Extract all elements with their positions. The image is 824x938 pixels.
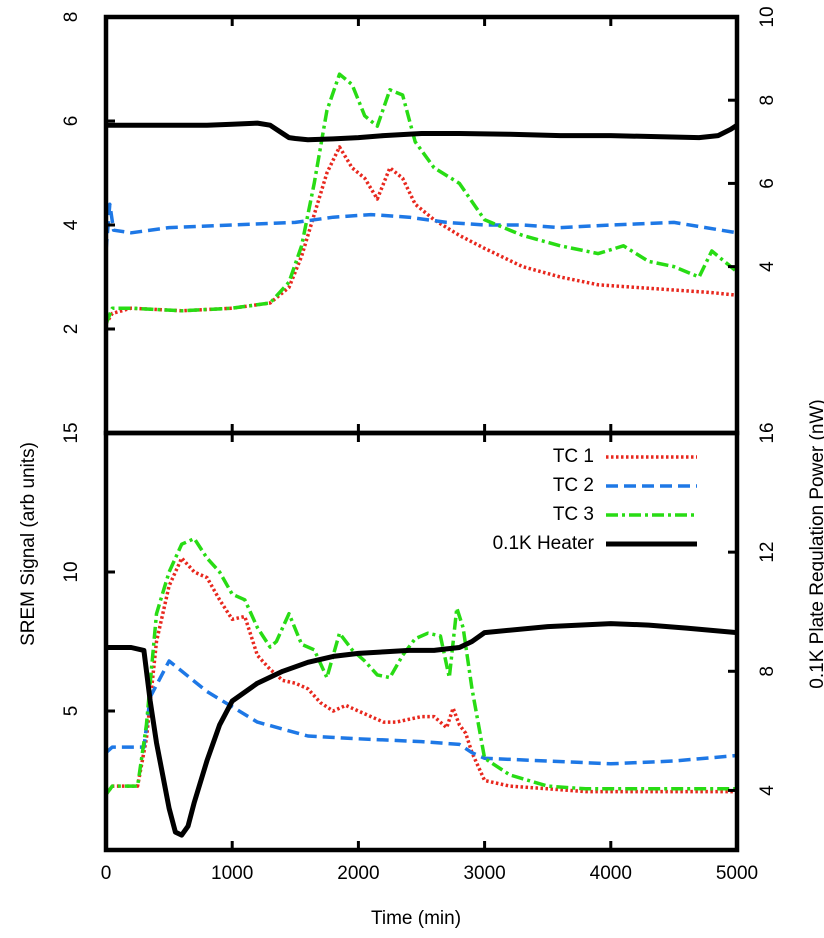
top-right-tick-label: 6 bbox=[757, 178, 778, 189]
legend-label: TC 1 bbox=[553, 446, 594, 467]
top-series-tc-1 bbox=[106, 145, 737, 325]
bottom-right-tick-label: 8 bbox=[757, 666, 778, 677]
top-right-tick-label: 10 bbox=[757, 6, 778, 27]
bottom-panel: 5 10 15 4 8 12 16 bbox=[61, 422, 778, 853]
bottom-right-tick-label: 4 bbox=[757, 785, 778, 796]
left-axis-title: SREM Signal (arb units) bbox=[18, 442, 39, 646]
bottom-left-tick-label: 15 bbox=[61, 422, 82, 443]
x-tick-label: 4000 bbox=[590, 863, 632, 884]
bottom-left-tick-label: 10 bbox=[61, 561, 82, 582]
bottom-left-tick-label: 5 bbox=[61, 706, 82, 717]
x-tick-label: 1000 bbox=[211, 863, 253, 884]
bottom-series-tc-1 bbox=[106, 556, 737, 796]
x-tick-label: 5000 bbox=[716, 863, 758, 884]
x-axis: 0 1000 2000 3000 4000 5000 bbox=[101, 863, 758, 884]
right-axis-title: 0.1K Plate Regulation Power (nW) bbox=[807, 399, 824, 688]
bottom-series-tc-2 bbox=[106, 659, 737, 766]
x-tick-label: 0 bbox=[101, 863, 112, 884]
x-tick-label: 2000 bbox=[337, 863, 379, 884]
x-axis-title: Time (min) bbox=[371, 908, 461, 929]
top-left-tick-label: 6 bbox=[61, 116, 82, 127]
legend: TC 1 TC 2 TC 3 0.1K Heater bbox=[493, 446, 697, 554]
top-series-0-1k-heater bbox=[106, 120, 737, 143]
legend-label: TC 3 bbox=[553, 504, 594, 525]
top-right-tick-label: 4 bbox=[757, 261, 778, 272]
top-series-group bbox=[106, 72, 737, 325]
top-panel: 2 4 6 8 4 6 8 10 bbox=[61, 6, 778, 436]
top-left-tick-label: 2 bbox=[61, 324, 82, 335]
bottom-series-group bbox=[106, 536, 737, 838]
top-series-tc-3 bbox=[106, 72, 737, 325]
top-left-tick-label: 8 bbox=[61, 12, 82, 23]
top-right-tick-label: 8 bbox=[757, 95, 778, 106]
bottom-frame bbox=[103, 430, 740, 853]
bottom-right-tick-label: 16 bbox=[757, 422, 778, 443]
legend-label: 0.1K Heater bbox=[493, 533, 595, 554]
bottom-right-tick-label: 12 bbox=[757, 542, 778, 563]
top-left-tick-label: 4 bbox=[61, 219, 82, 230]
bottom-series-tc-3 bbox=[106, 536, 737, 796]
legend-label: TC 2 bbox=[553, 475, 594, 496]
bottom-series-0-1k-heater bbox=[106, 621, 737, 838]
top-series-tc-2 bbox=[106, 202, 737, 252]
x-tick-label: 3000 bbox=[463, 863, 505, 884]
